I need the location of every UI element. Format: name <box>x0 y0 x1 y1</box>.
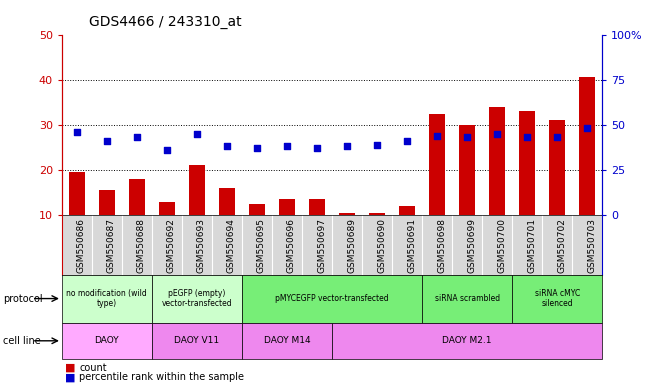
Text: protocol: protocol <box>3 293 43 304</box>
Point <box>161 147 172 153</box>
Point <box>432 132 442 139</box>
Text: GSM550699: GSM550699 <box>467 218 476 273</box>
Text: count: count <box>79 362 107 372</box>
Bar <box>549 120 566 215</box>
Bar <box>62 323 152 359</box>
Text: GSM550698: GSM550698 <box>437 218 446 273</box>
Bar <box>159 202 175 215</box>
Point <box>342 143 352 149</box>
Point <box>312 145 322 151</box>
Bar <box>279 199 296 215</box>
Text: GDS4466 / 243310_at: GDS4466 / 243310_at <box>89 15 242 28</box>
Bar <box>249 204 265 215</box>
Bar <box>399 206 415 215</box>
Text: GSM550701: GSM550701 <box>527 218 536 273</box>
Point <box>582 125 592 131</box>
Bar <box>242 323 332 359</box>
Text: GSM550697: GSM550697 <box>317 218 326 273</box>
Bar <box>339 213 355 215</box>
Text: percentile rank within the sample: percentile rank within the sample <box>79 372 244 382</box>
Text: GSM550686: GSM550686 <box>77 218 86 273</box>
Text: GSM550703: GSM550703 <box>587 218 596 273</box>
Bar <box>368 213 385 215</box>
Bar <box>519 111 535 215</box>
Bar <box>429 114 445 215</box>
Point <box>72 129 82 135</box>
Point <box>462 134 473 141</box>
Bar <box>459 125 475 215</box>
Bar <box>129 179 145 215</box>
Text: DAOY: DAOY <box>94 336 119 345</box>
Text: GSM550692: GSM550692 <box>167 218 176 273</box>
Text: GSM550695: GSM550695 <box>257 218 266 273</box>
Point <box>222 143 232 149</box>
Point <box>402 138 412 144</box>
Text: siRNA scrambled: siRNA scrambled <box>434 294 500 303</box>
Point <box>552 134 562 141</box>
Text: GSM550700: GSM550700 <box>497 218 506 273</box>
Text: GSM550690: GSM550690 <box>377 218 386 273</box>
Text: GSM550689: GSM550689 <box>347 218 356 273</box>
Bar <box>98 190 115 215</box>
Point <box>522 134 533 141</box>
Text: DAOY V11: DAOY V11 <box>174 336 219 345</box>
Text: GSM550696: GSM550696 <box>287 218 296 273</box>
Bar <box>512 275 602 323</box>
Text: GSM550694: GSM550694 <box>227 218 236 273</box>
Text: ■: ■ <box>65 362 76 372</box>
Point <box>252 145 262 151</box>
Bar <box>332 323 602 359</box>
Bar <box>489 107 505 215</box>
Point <box>492 131 503 137</box>
Point <box>191 131 202 137</box>
Bar <box>219 188 235 215</box>
Bar <box>189 166 205 215</box>
Bar <box>309 199 326 215</box>
Text: no modification (wild
type): no modification (wild type) <box>66 289 147 308</box>
Text: DAOY M2.1: DAOY M2.1 <box>442 336 492 345</box>
Text: siRNA cMYC
silenced: siRNA cMYC silenced <box>534 289 580 308</box>
Point <box>282 143 292 149</box>
Bar <box>422 275 512 323</box>
Text: GSM550688: GSM550688 <box>137 218 146 273</box>
Text: GSM550693: GSM550693 <box>197 218 206 273</box>
Text: DAOY M14: DAOY M14 <box>264 336 311 345</box>
Bar <box>152 323 242 359</box>
Text: pMYCEGFP vector-transfected: pMYCEGFP vector-transfected <box>275 294 389 303</box>
Bar <box>242 275 422 323</box>
Point <box>102 138 112 144</box>
Text: GSM550702: GSM550702 <box>557 218 566 273</box>
Bar <box>68 172 85 215</box>
Text: pEGFP (empty)
vector-transfected: pEGFP (empty) vector-transfected <box>161 289 232 308</box>
Bar <box>579 78 596 215</box>
Point <box>372 142 382 148</box>
Bar <box>152 275 242 323</box>
Text: ■: ■ <box>65 372 76 382</box>
Bar <box>62 275 152 323</box>
Point <box>132 134 142 141</box>
Text: cell line: cell line <box>3 336 41 346</box>
Text: GSM550691: GSM550691 <box>407 218 416 273</box>
Text: GSM550687: GSM550687 <box>107 218 116 273</box>
